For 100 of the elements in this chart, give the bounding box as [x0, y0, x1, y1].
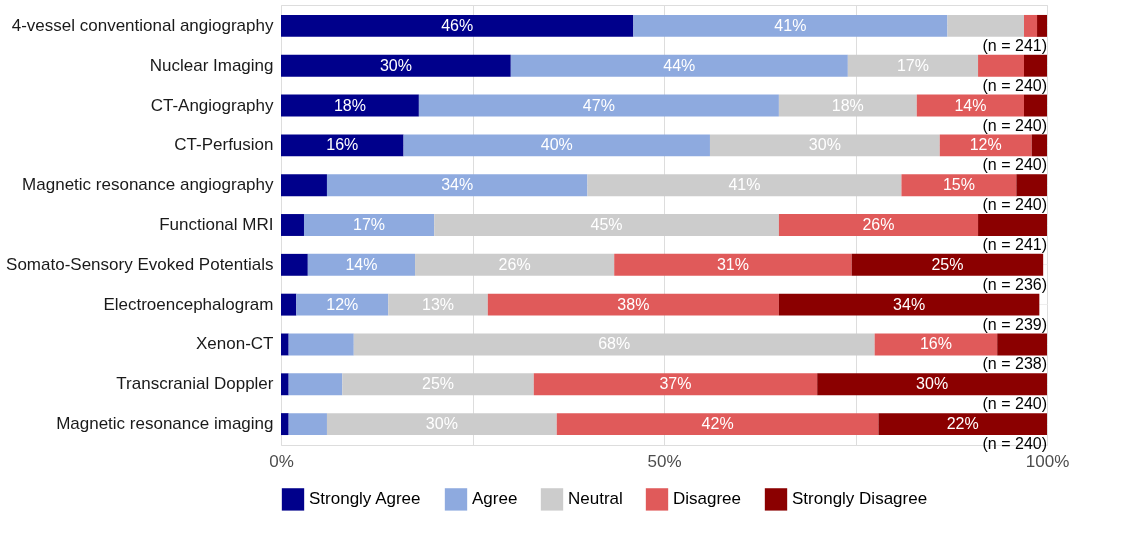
y-tick-label: Nuclear Imaging: [149, 55, 274, 75]
data-label: 22%: [946, 415, 979, 433]
data-label: 47%: [582, 96, 615, 114]
y-tick-label: Magnetic resonance imaging: [56, 414, 274, 434]
data-label: 17%: [353, 216, 386, 233]
bar: [901, 174, 1017, 197]
annotation: (n = 240): [982, 435, 1047, 453]
bar: [614, 253, 852, 276]
bar: [978, 54, 1025, 77]
x-tick-label: 100%: [1025, 451, 1070, 471]
data-label: 14%: [954, 96, 987, 114]
x-tick-label: 0%: [269, 451, 294, 471]
data-label: 38%: [617, 295, 650, 313]
legend-label: Agree: [472, 489, 518, 509]
data-label: 46%: [441, 16, 474, 34]
bar: [281, 413, 289, 436]
bar: [633, 14, 948, 37]
bar: [587, 174, 902, 197]
annotation: (n = 240): [982, 116, 1047, 134]
data-label: 30%: [916, 375, 949, 393]
bar: [288, 373, 343, 396]
y-tick-label: Transcranial Doppler: [116, 374, 274, 394]
data-label: 12%: [969, 136, 1002, 154]
data-label: 15%: [942, 176, 975, 194]
legend-label: Disagree: [673, 489, 742, 509]
bar: [281, 214, 304, 236]
y-tick-label: Magnetic resonance angiography: [22, 175, 274, 195]
data-label: 26%: [862, 216, 895, 233]
bar: [978, 214, 1047, 236]
y-tick-label: CT-Perfusion: [174, 135, 274, 155]
bar: [281, 373, 289, 396]
bar: [307, 253, 416, 276]
y-tick-label: CT-Angiography: [150, 95, 274, 115]
bar: [281, 333, 289, 356]
bar: [939, 134, 1032, 157]
data-label: 14%: [345, 255, 378, 273]
bar: [847, 54, 979, 77]
bar: [288, 333, 354, 356]
bar: [1024, 54, 1047, 77]
data-label: 31%: [716, 255, 749, 273]
y-tick-label: Xenon-CT: [196, 334, 274, 354]
annotation: (n = 241): [982, 36, 1047, 54]
bar: [997, 333, 1047, 356]
legend-label: Neutral: [568, 489, 623, 509]
bar: [487, 293, 779, 316]
bar: [296, 293, 389, 316]
data-label: 18%: [333, 96, 366, 114]
data-label: 34%: [441, 176, 474, 194]
bar: [342, 373, 534, 396]
legend-label: Strongly Agree: [309, 489, 421, 509]
annotation: (n = 239): [982, 315, 1047, 333]
legend-label: Strongly Disagree: [792, 489, 928, 509]
bar: [418, 94, 779, 117]
data-label: 42%: [701, 415, 734, 433]
y-tick-label: 4-vessel conventional angiography: [11, 15, 274, 35]
data-label: 40%: [540, 136, 573, 154]
bar: [778, 214, 979, 236]
y-tick-label: Electroencephalogram: [103, 294, 274, 314]
bar: [851, 253, 1044, 276]
annotation: (n = 240): [982, 76, 1047, 94]
bar: [533, 373, 818, 396]
bar: [281, 14, 634, 37]
annotation: (n = 241): [982, 236, 1047, 253]
bar: [353, 333, 875, 356]
bar: [1031, 134, 1047, 157]
bar: [281, 134, 404, 157]
data-label: 34%: [893, 295, 926, 313]
annotation: (n = 238): [982, 355, 1047, 373]
data-label: 44%: [663, 56, 696, 74]
bar: [326, 413, 557, 436]
data-label: 25%: [931, 255, 964, 273]
annotation: (n = 240): [982, 196, 1047, 214]
bar: [878, 413, 1047, 436]
data-label: 30%: [379, 56, 412, 74]
bar: [403, 134, 710, 157]
bar: [1037, 14, 1047, 37]
bar: [1024, 14, 1038, 37]
bar: [281, 54, 511, 77]
bar: [709, 134, 940, 157]
x-tick-label: 50%: [647, 451, 682, 471]
data-label: 41%: [774, 16, 807, 34]
annotation: (n = 240): [982, 395, 1047, 413]
data-label: 12%: [326, 295, 359, 313]
bar: [556, 413, 879, 436]
bar: [388, 293, 488, 316]
bar: [415, 253, 615, 276]
bar: [288, 413, 327, 436]
bar: [281, 174, 327, 197]
y-tick-label: Functional MRI: [159, 215, 274, 234]
bar: [434, 214, 779, 236]
annotation: (n = 240): [982, 156, 1047, 174]
y-tick-label: Somato-Sensory Evoked Potentials: [6, 254, 274, 274]
bar: [303, 214, 435, 236]
bar: [281, 293, 297, 316]
bar: [326, 174, 588, 197]
data-label: 16%: [919, 335, 952, 353]
bar: [817, 373, 1047, 396]
bar: [1016, 174, 1047, 197]
data-label: 37%: [659, 375, 692, 393]
bar: [1024, 94, 1047, 117]
